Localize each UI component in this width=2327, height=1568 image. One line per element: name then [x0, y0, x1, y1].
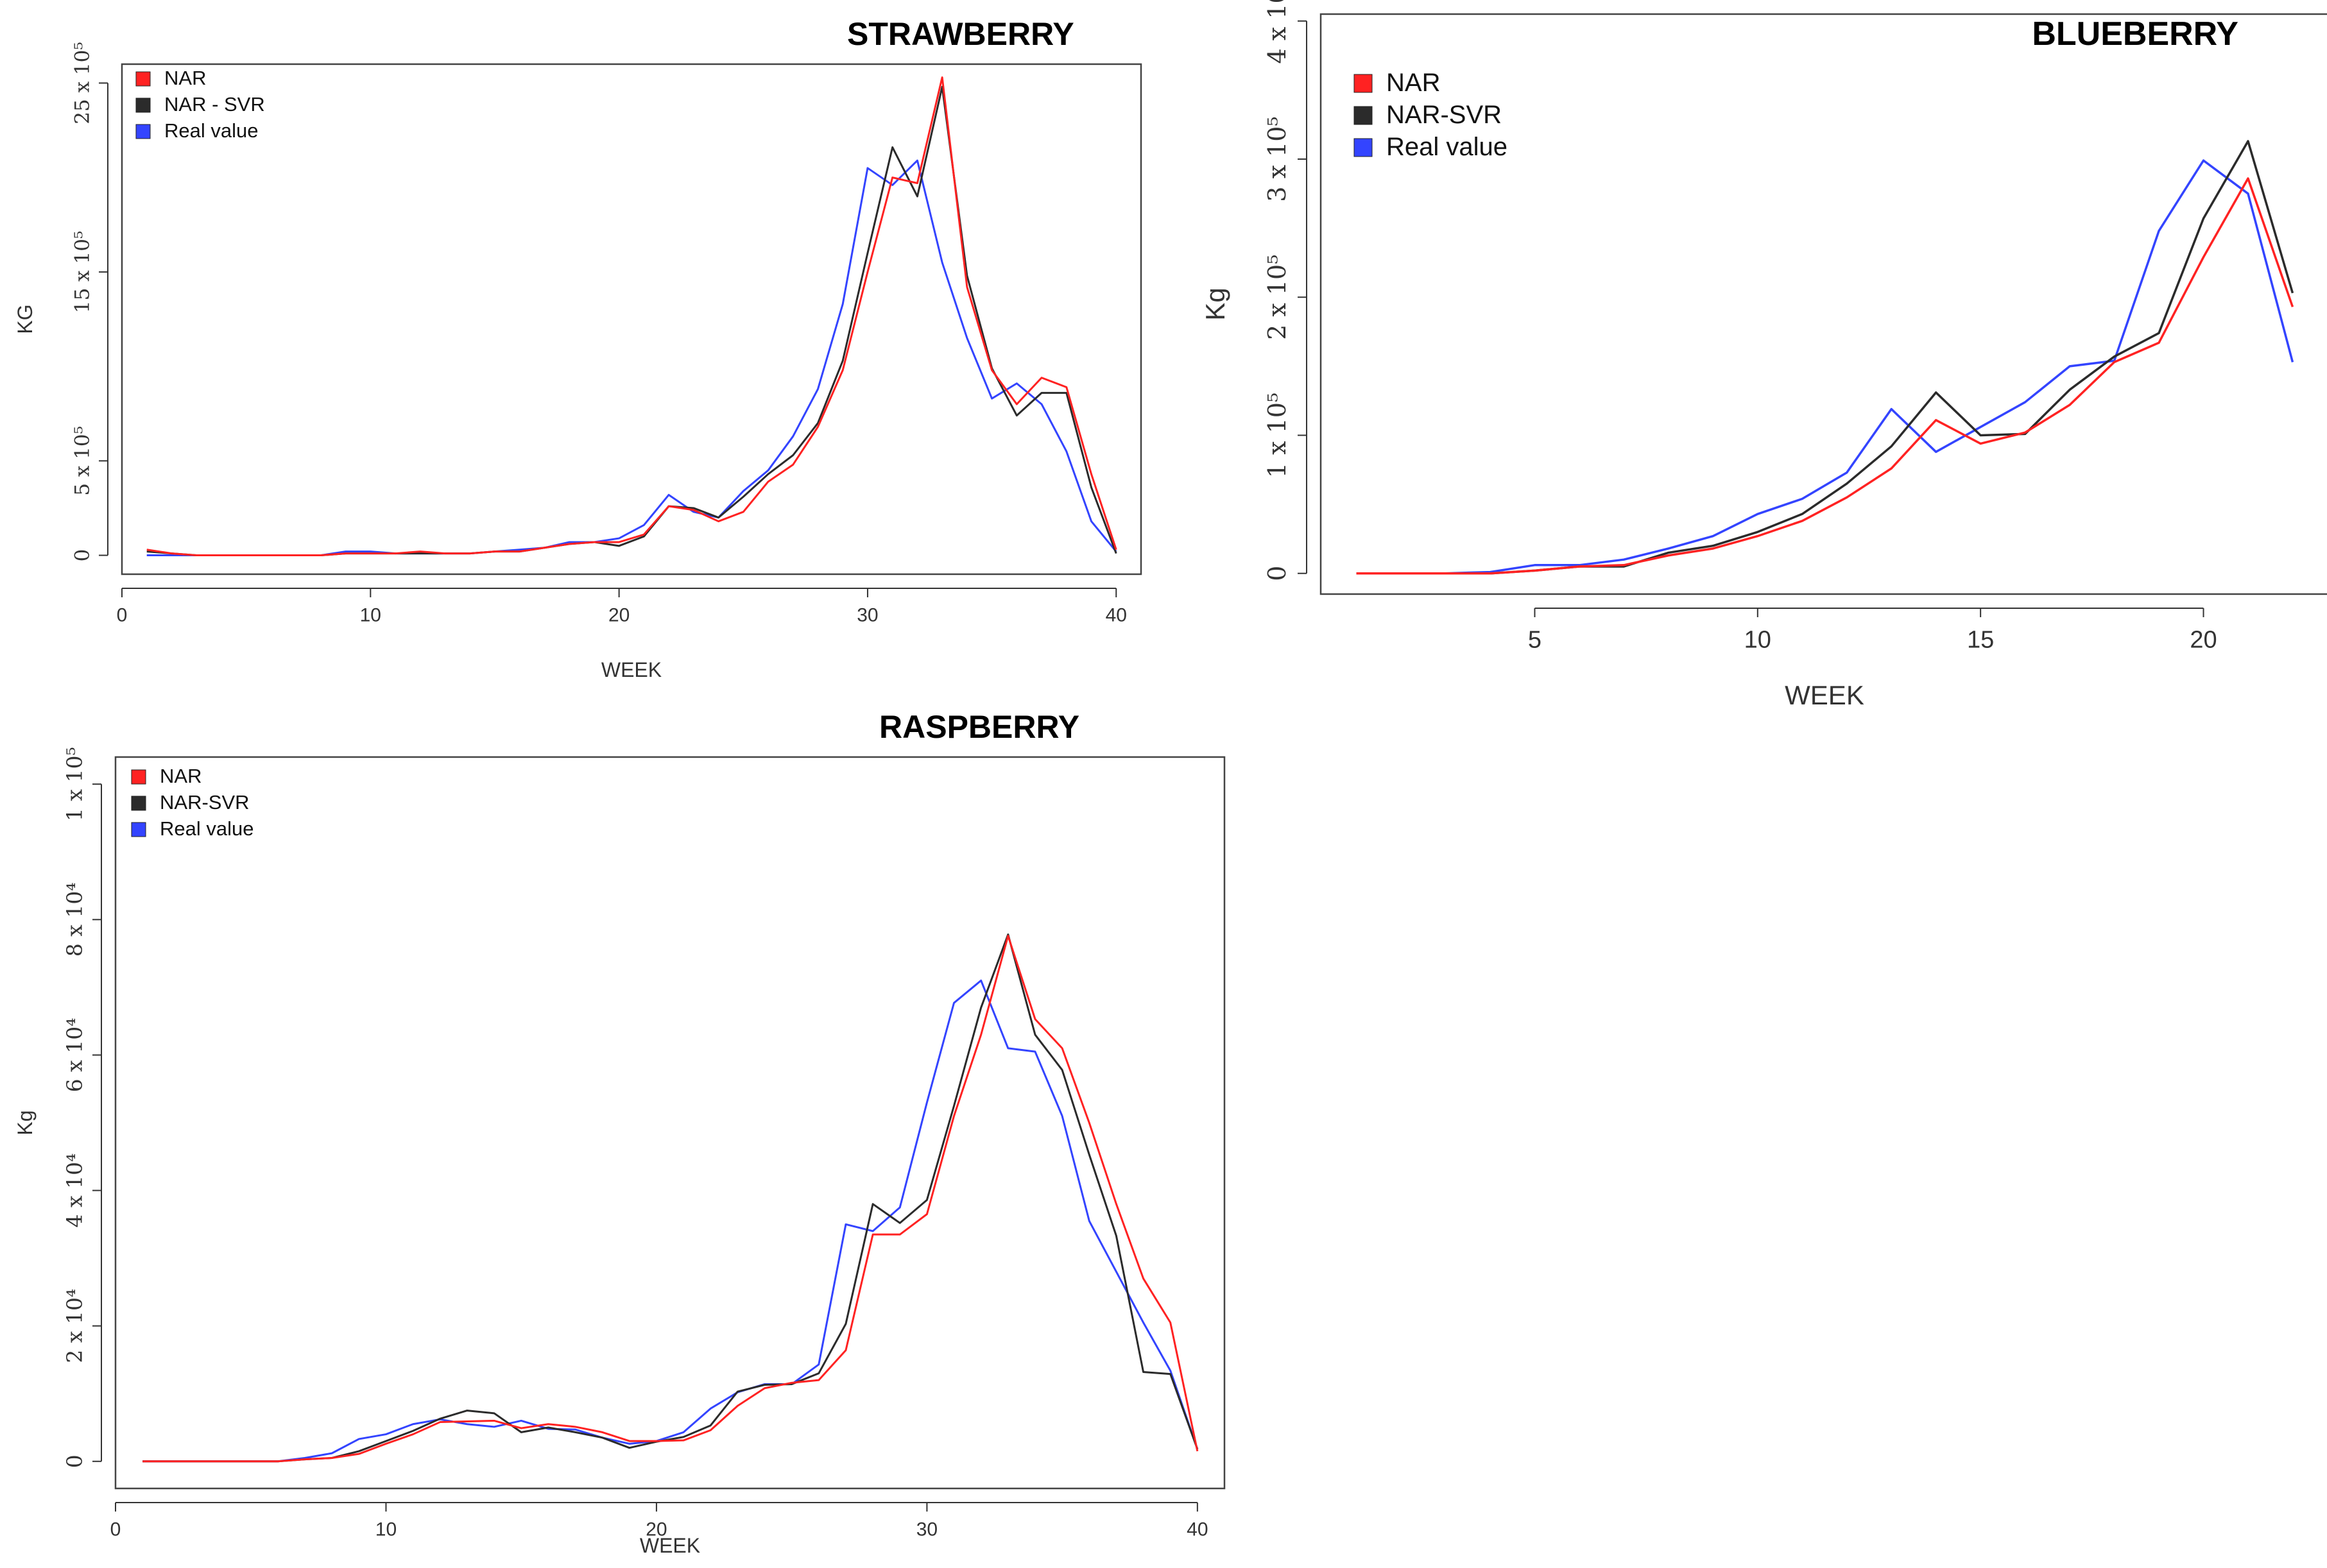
y-axis-label: Kg: [1200, 287, 1230, 320]
legend-label: Real value: [1386, 133, 1507, 161]
legend-swatch: [135, 98, 151, 113]
blueberry-chart: BLUEBERRY 5 10 15 20 0 1 x 10⁵ 2 x 10⁵ 3 x 10⁵ 4 …: [1200, 0, 2327, 710]
x-axis-label: WEEK: [1785, 680, 1864, 710]
x-tick-label: 0: [110, 1519, 121, 1540]
legend-swatch: [1353, 138, 1373, 157]
raspberry-chart-panel: RASPBERRY 0 10 20 30 40 0 2 x 10⁴ 4 x 10⁴ 6 x 10⁴…: [0, 706, 1245, 1568]
legend-swatch: [1353, 74, 1373, 93]
chart-title: STRAWBERRY: [847, 16, 1074, 52]
chart-title: RASPBERRY: [879, 709, 1079, 745]
y-tick-label: 1 x 10⁵: [62, 747, 87, 821]
legend-swatch: [131, 822, 146, 837]
y-tick-label: 4 x 10⁴: [62, 1154, 87, 1228]
legend-label: NAR-SVR: [160, 791, 250, 814]
y-tick-label: 0: [71, 549, 94, 562]
y-tick-label: 8 x 10⁴: [62, 882, 87, 957]
x-tick-label: 30: [916, 1519, 938, 1540]
y-tick-label: 6 x 10⁴: [62, 1018, 87, 1093]
x-tick-label: 30: [857, 605, 878, 626]
legend-label: NAR - SVR: [164, 93, 265, 115]
x-tick-label: 10: [1744, 627, 1771, 654]
y-axis-label: KG: [13, 304, 37, 334]
legend-label: NAR: [160, 765, 202, 787]
x-tick-label: 0: [117, 605, 128, 626]
chart-title: BLUEBERRY: [2032, 15, 2238, 53]
plot-frame: [114, 756, 1226, 1490]
series-line-nar: [1356, 177, 2294, 575]
x-tick-label: 40: [1106, 605, 1127, 626]
y-tick-label: 3 x 10⁵: [1263, 116, 1291, 201]
y-tick-label: 0: [62, 1454, 87, 1468]
series-line-nar: [146, 76, 1117, 557]
y-tick-label: 2 x 10⁴: [62, 1289, 87, 1363]
x-axis-label: WEEK: [601, 658, 662, 681]
series-line-real: [142, 979, 1199, 1463]
y-tick-label: 25 x 10⁵: [71, 42, 94, 124]
series-line-nar-svr: [146, 85, 1117, 557]
legend-swatch: [135, 71, 151, 87]
legend-swatch: [131, 796, 146, 811]
legend-swatch: [135, 124, 151, 139]
series-line-real: [146, 159, 1117, 557]
y-tick-label: 15 x 10⁵: [71, 231, 94, 314]
y-tick-label: 0: [1263, 566, 1291, 581]
series-line-nar-svr: [142, 933, 1199, 1463]
legend-label: Real value: [164, 119, 258, 142]
x-tick-label: 10: [360, 605, 381, 626]
x-tick-label: 15: [1967, 627, 1994, 654]
legend-swatch: [1353, 106, 1373, 125]
legend-label: NAR-SVR: [1386, 101, 1502, 129]
x-tick-label: 40: [1187, 1519, 1208, 1540]
y-tick-label: 4 x 10⁵: [1263, 0, 1291, 64]
plot-frame: [121, 63, 1142, 575]
x-tick-label: 10: [375, 1519, 397, 1540]
raspberry-chart: RASPBERRY 0 10 20 30 40 0 2 x 10⁴ 4 x 10⁴ 6 x 10⁴…: [13, 709, 1226, 1557]
x-axis-label: WEEK: [640, 1534, 700, 1557]
legend-label: Real value: [160, 817, 253, 840]
y-axis-label: Kg: [13, 1110, 37, 1135]
x-tick-label: 20: [2190, 627, 2217, 654]
x-tick-label: 5: [1528, 627, 1541, 654]
y-tick-label: 2 x 10⁵: [1263, 255, 1291, 340]
x-tick-label: 20: [608, 605, 630, 626]
strawberry-chart: STRAWBERRY 0 10 20 30 40 0 5 x 10⁵ 15 x 10⁵ 25 x …: [13, 16, 1142, 681]
legend-label: NAR: [164, 67, 206, 89]
plot-frame: [1319, 13, 2327, 595]
legend-swatch: [131, 769, 146, 785]
series-line-real: [1356, 159, 2294, 575]
blueberry-chart-panel: BLUEBERRY 5 10 15 20 0 1 x 10⁵ 2 x 10⁵ 3 x 10⁵ 4 …: [1181, 0, 2327, 719]
y-tick-label: 1 x 10⁵: [1263, 393, 1291, 478]
x-tick-label: 20: [646, 1519, 667, 1540]
series-line-nar: [142, 935, 1199, 1463]
strawberry-chart-panel: STRAWBERRY 0 10 20 30 40 0 5 x 10⁵ 15 x 10⁵ 25 x …: [0, 0, 1155, 693]
y-tick-label: 5 x 10⁵: [71, 426, 94, 496]
legend-label: NAR: [1386, 69, 1440, 97]
